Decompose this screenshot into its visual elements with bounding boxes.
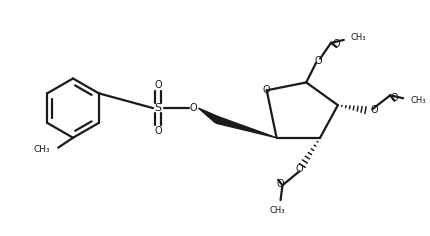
Text: O: O [314, 56, 322, 66]
Text: O: O [154, 126, 162, 136]
Text: O: O [276, 179, 284, 189]
Text: O: O [295, 164, 303, 174]
Text: CH₃: CH₃ [34, 145, 50, 154]
Text: O: O [190, 103, 197, 113]
Text: CH₃: CH₃ [410, 96, 426, 105]
Text: O: O [371, 105, 378, 115]
Text: O: O [154, 80, 162, 90]
Text: CH₃: CH₃ [270, 206, 286, 215]
Text: CH₃: CH₃ [351, 34, 366, 42]
Text: O: O [333, 39, 340, 49]
Polygon shape [199, 108, 219, 123]
Text: S: S [154, 103, 162, 113]
Polygon shape [216, 117, 276, 138]
Text: O: O [391, 93, 398, 103]
Text: O: O [263, 85, 270, 95]
